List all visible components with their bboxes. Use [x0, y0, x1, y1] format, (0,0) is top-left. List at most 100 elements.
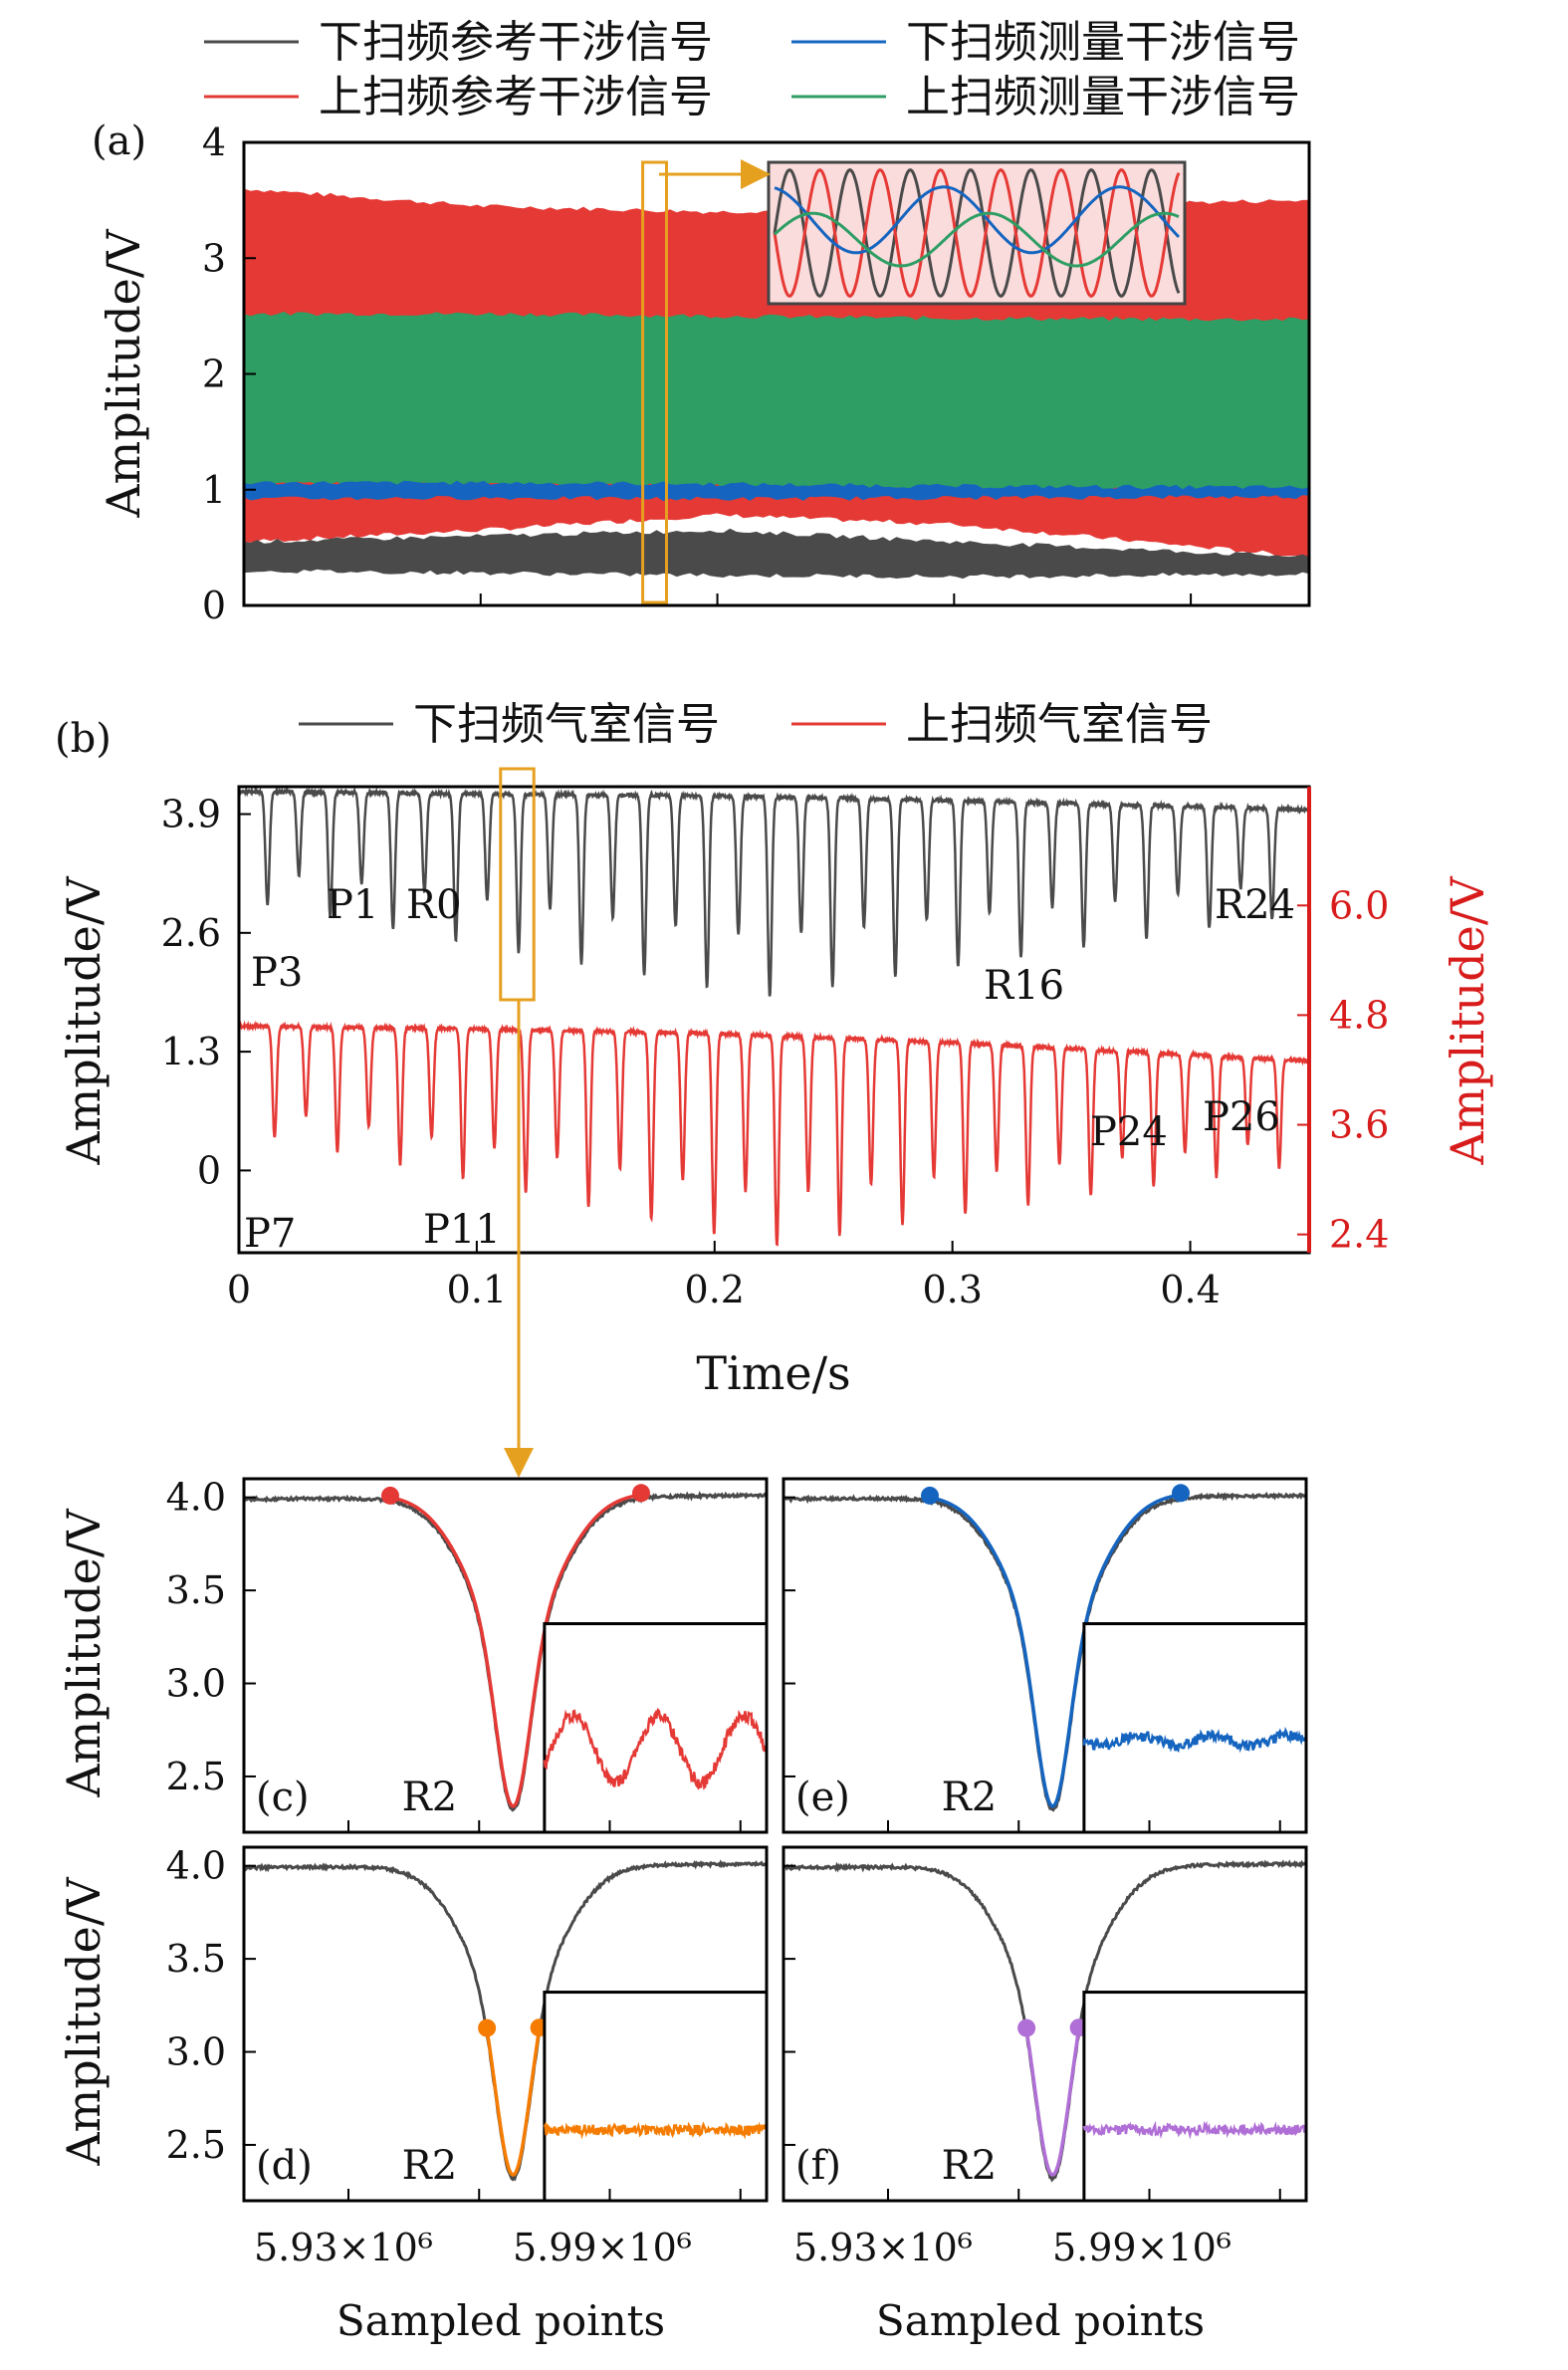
annotation-P7: P7: [244, 1211, 296, 1257]
plot-c: (c) R2 2.5 3.0 3.5 4.0: [166, 1476, 769, 1834]
ticklabel-b-yr-2: 4.8: [1329, 993, 1389, 1037]
annotation-R16: R16: [984, 963, 1064, 1009]
ticklabel-b-yr-1: 3.6: [1329, 1103, 1389, 1147]
highlight-rect-a: [641, 160, 668, 604]
annotation-R24: R24: [1215, 882, 1295, 928]
plot-b-ylabel: Amplitude/V: [57, 876, 111, 1166]
highlight-rect-b: [499, 767, 536, 1002]
inset-wave-1: [773, 167, 1181, 299]
legend-a-label-2: 上扫频参考干涉信号: [319, 72, 713, 122]
ticklabel-d-y-0: 2.5: [166, 2123, 226, 2167]
plot-b-ylabel-right: Amplitude/V: [1441, 876, 1494, 1166]
residual-c: [543, 1708, 769, 1790]
series-a-band-3: [244, 528, 1309, 580]
series-b-down: [237, 786, 1311, 997]
panel-a-label: (a): [92, 118, 146, 164]
ticklabel-b-x-0: 0: [227, 1268, 251, 1311]
frame-c: [242, 1477, 769, 1834]
axis-a: 0 1 2 3 4: [202, 120, 1193, 627]
panel-b-label: (b): [55, 716, 112, 762]
legend-b: 下扫频气室信号 上扫频气室信号: [299, 699, 1213, 750]
series-a-band-1: [244, 311, 1309, 493]
legend-b-label-1: 上扫频气室信号: [906, 699, 1213, 750]
ticklabel-b-x-3: 0.3: [922, 1268, 982, 1311]
legend-a: 下扫频参考干涉信号 下扫频测量干涉信号 上扫频参考干涉信号 上扫频测量干涉信号: [204, 17, 1300, 122]
fit-end-point-e: [1172, 1484, 1190, 1503]
ticklabel-d-y-2: 3.5: [166, 1937, 226, 1981]
fit-c: [389, 1493, 642, 1808]
series-a-band-2: [244, 480, 1309, 502]
ticklabel-a-y-4: 4: [202, 120, 226, 164]
ticklabel-d-y-3: 4.0: [166, 1844, 226, 1888]
annotation-P3: P3: [251, 950, 303, 996]
inset-wave-2: [774, 185, 1181, 255]
ticklabel-c-y-3: 4.0: [166, 1476, 226, 1520]
residual-d: [543, 2121, 768, 2140]
ticklabel-f-x-1: 5.99×10⁶: [1052, 2226, 1232, 2269]
inset-a-waves: [773, 167, 1181, 299]
residual-box-d: [543, 1991, 769, 2203]
ticklabel-b-y-1: 1.3: [161, 1030, 221, 1073]
ticklabel-b-x-1: 0.1: [447, 1268, 507, 1311]
plot-a-ylabel: Amplitude/V: [97, 229, 150, 519]
panel-e-label: (e): [795, 1775, 850, 1820]
ticklabel-a-y-2: 2: [202, 353, 226, 396]
ticklabel-d-x-0: 5.93×10⁶: [254, 2226, 433, 2269]
ticklabel-c-y-1: 3.0: [166, 1662, 226, 1706]
zoom-panels: (c) R2 2.5 3.0 3.5 4.0 (e) R2 (d) R2 2.5 3.0 3.5 4.0 5…: [166, 1476, 1308, 2269]
annotation-P11: P11: [423, 1207, 501, 1253]
highlight-box-b: [499, 767, 536, 1002]
ticklabel-d-x-1: 5.99×10⁶: [513, 2226, 692, 2269]
residual-box-e: [1082, 1622, 1308, 1834]
ticklabel-a-y-3: 3: [202, 236, 226, 280]
ticklabel-a-y-1: 1: [202, 468, 226, 512]
plot-f-xlabel: Sampled points: [876, 2296, 1205, 2345]
frame-f: [782, 1845, 1308, 2203]
annotation-P26: P26: [1203, 1094, 1280, 1140]
ticklabel-b-yr-3: 6.0: [1329, 883, 1389, 927]
panel-f-label: (f): [795, 2143, 841, 2189]
dip-label-f: R2: [942, 2143, 998, 2189]
fit-end-point-c: [632, 1484, 650, 1503]
ticklabel-b-y-0: 0: [197, 1148, 221, 1192]
plot-e: (e) R2: [782, 1477, 1308, 1834]
fit-start-point-c: [381, 1486, 399, 1505]
legend-a-label-3: 上扫频测量干涉信号: [906, 72, 1300, 122]
legend-a-label-0: 下扫频参考干涉信号: [319, 17, 713, 68]
residual-e: [1082, 1727, 1308, 1754]
axis-b: 0 1.3 2.6 3.9 2.4 3.6 4.8 6.0 0 0.1 0.2 0.3 0.4: [161, 787, 1389, 1311]
inset-a: [767, 160, 1187, 306]
dip-label-d: R2: [402, 2143, 458, 2189]
ticklabel-b-y-2: 2.6: [161, 911, 221, 955]
legend-a-label-1: 下扫频测量干涉信号: [906, 17, 1300, 68]
fit-f: [1024, 2028, 1081, 2177]
fit-start-point-f: [1017, 2018, 1036, 2037]
ticklabel-c-y-2: 3.5: [166, 1568, 226, 1612]
highlight-box-a: [641, 160, 668, 604]
plot-d-ylabel: Amplitude/V: [57, 1877, 111, 2167]
ticklabel-c-y-0: 2.5: [166, 1755, 226, 1798]
frame-d: [242, 1845, 769, 2203]
annotations-b: P3 P1 R0 R16 R24 P7 P11 P24 P26: [244, 882, 1295, 1257]
frame-e: [782, 1477, 1308, 1834]
plot-d-xlabel: Sampled points: [336, 2296, 665, 2345]
ticklabel-b-x-2: 0.2: [685, 1268, 745, 1311]
ticklabel-b-yr-0: 2.4: [1329, 1213, 1389, 1257]
series-b-up: [237, 1020, 1311, 1247]
fit-start-point-d: [478, 2018, 497, 2037]
fit-start-point-e: [921, 1486, 939, 1505]
annotation-P1: P1: [327, 882, 378, 928]
dip-label-c: R2: [402, 1775, 458, 1820]
plot-c-ylabel: Amplitude/V: [57, 1509, 111, 1798]
panel-c-label: (c): [256, 1775, 310, 1820]
plot-d: (d) R2 2.5 3.0 3.5 4.0 5.93×10⁶ 5.99×10⁶: [166, 1844, 769, 2269]
plot-b-xlabel: Time/s: [696, 1346, 850, 1400]
ticklabel-b-x-4: 0.4: [1160, 1268, 1220, 1311]
fit-d: [485, 2028, 542, 2177]
plot-b: [237, 786, 1311, 1247]
ticklabel-a-y-0: 0: [202, 584, 226, 627]
annotation-R0: R0: [406, 882, 462, 928]
ticklabel-b-y-3: 3.9: [161, 793, 221, 836]
ticklabel-f-x-0: 5.93×10⁶: [793, 2226, 973, 2269]
